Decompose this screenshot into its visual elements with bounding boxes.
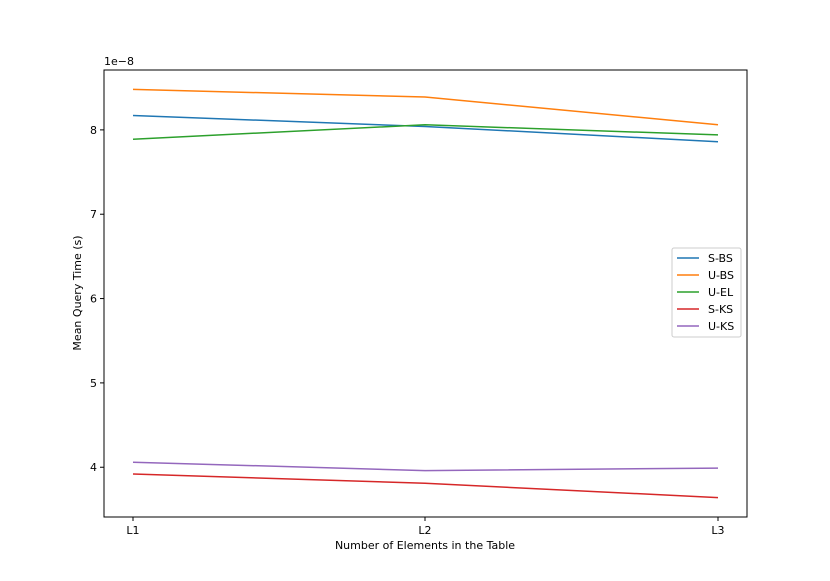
legend: S-BS U-BS U-EL S-KS U-KS (671, 247, 742, 338)
y-offset-label: 1e−8 (104, 55, 134, 68)
legend-label-u-bs: U-BS (708, 269, 734, 282)
series-line-u-bs (132, 88, 719, 126)
y-tick-label: 4 (90, 461, 97, 474)
plot-area (103, 69, 748, 518)
legend-label-s-ks: S-KS (708, 303, 733, 316)
series-line-u-el (132, 124, 719, 140)
y-tick-label: 5 (90, 377, 97, 390)
y-tick-label: 7 (90, 208, 97, 221)
series-line-s-bs (132, 114, 719, 143)
x-axis-label: Number of Elements in the Table (335, 539, 515, 552)
legend-box (671, 247, 742, 338)
x-tick-label: L2 (418, 524, 431, 537)
legend-label-u-el: U-EL (708, 286, 734, 299)
x-tick-label: L1 (126, 524, 139, 537)
y-axis: 4 5 6 7 8 (90, 124, 104, 474)
legend-label-s-bs: S-BS (708, 252, 733, 265)
legend-label-u-ks: U-KS (708, 320, 734, 333)
x-axis: L1 L2 L3 (126, 517, 725, 537)
y-tick-label: 8 (90, 124, 97, 137)
y-axis-label: Mean Query Time (s) (71, 235, 84, 350)
series-line-u-ks (132, 461, 719, 472)
series-layer (132, 88, 719, 499)
x-tick-label: L3 (711, 524, 724, 537)
series-line-s-ks (132, 473, 719, 499)
y-tick-label: 6 (90, 293, 97, 306)
